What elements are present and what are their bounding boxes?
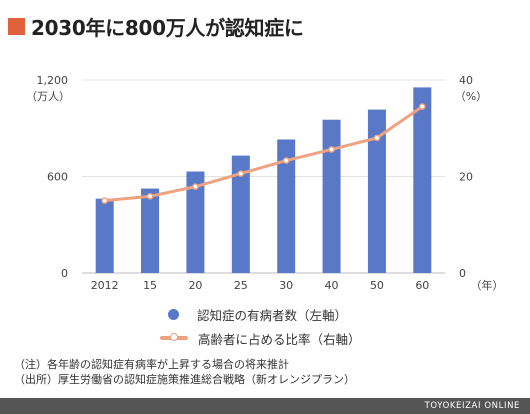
right-axis-tick-label: 0	[459, 267, 466, 280]
source-line: （出所）厚生労働省の認知症施策推進総合戦略（新オレンジプラン）	[14, 373, 355, 386]
ratio-line	[103, 105, 424, 203]
legend-line-label: 高齢者に占める比率（右軸）	[198, 331, 361, 347]
bar-25	[231, 155, 250, 273]
bar-20	[186, 171, 205, 273]
notes: （注）各年齢の認知症有病率が上昇する場合の将来推計 （出所）厚生労働省の認知症施…	[14, 357, 355, 387]
legend-line-marker-icon	[160, 333, 188, 341]
right-axis-tick-label: 20	[459, 171, 473, 184]
left-axis-unit-label: （万人）	[26, 90, 70, 103]
bar-2012	[95, 198, 114, 273]
right-axis-tick-label: 40	[459, 74, 473, 87]
footer-credit: TOYOKEIZAI ONLINE	[0, 398, 530, 414]
x-axis-tick-label: 40	[325, 279, 339, 292]
x-axis-tick-label: 50	[370, 279, 384, 292]
x-axis-tick-label: 30	[279, 279, 293, 292]
ratio-point-2012	[101, 197, 108, 204]
chart-area: 0 0 600 20 1,200 40 （万人） （%） （年） 2012 15 20 25 30 40 50…	[26, 74, 504, 292]
x-axis-tick-label: 2012	[91, 279, 119, 292]
legend-item-line: 高齢者に占める比率（右軸）	[160, 326, 361, 350]
ratio-point-15	[146, 192, 154, 200]
left-axis-tick-label: 600	[47, 171, 68, 184]
legend-item-bar: 認知症の有病者数（左軸）	[160, 302, 361, 326]
ratio-point-50	[373, 134, 381, 142]
ratio-point-60	[419, 103, 426, 110]
chart-title: 2030年に800万人が認知症に	[31, 15, 304, 40]
left-axis-tick-label: 0	[61, 267, 68, 280]
ratio-point-20	[192, 183, 199, 190]
right-axis-unit-label: （%）	[455, 90, 487, 103]
legend: 認知症の有病者数（左軸） 高齢者に占める比率（右軸）	[160, 302, 361, 350]
title-square-icon	[8, 17, 25, 35]
x-axis-tick-label: 20	[188, 279, 202, 292]
legend-bar-label: 認知症の有病者数（左軸）	[197, 307, 348, 323]
ratio-point-25	[237, 170, 245, 177]
legend-bar-marker-icon	[168, 308, 179, 320]
x-axis-unit-label: （年）	[471, 278, 504, 292]
bar-40	[322, 119, 341, 273]
ratio-point-40	[328, 146, 335, 153]
left-axis-tick-label: 1,200	[37, 74, 69, 87]
legend-line-point-icon	[170, 333, 178, 341]
ratio-point-30	[282, 157, 290, 164]
bar-30	[277, 139, 296, 273]
x-axis-tick-label: 15	[143, 279, 157, 292]
bar-50	[367, 109, 386, 274]
chart-title-bar: 2030年に800万人が認知症に	[8, 13, 304, 40]
note-line: （注）各年齢の認知症有病率が上昇する場合の将来推計	[14, 358, 289, 371]
bar-60	[413, 87, 432, 273]
x-axis-tick-label: 25	[234, 279, 248, 292]
bar-15	[141, 188, 160, 273]
x-axis-tick-label: 60	[415, 279, 429, 292]
